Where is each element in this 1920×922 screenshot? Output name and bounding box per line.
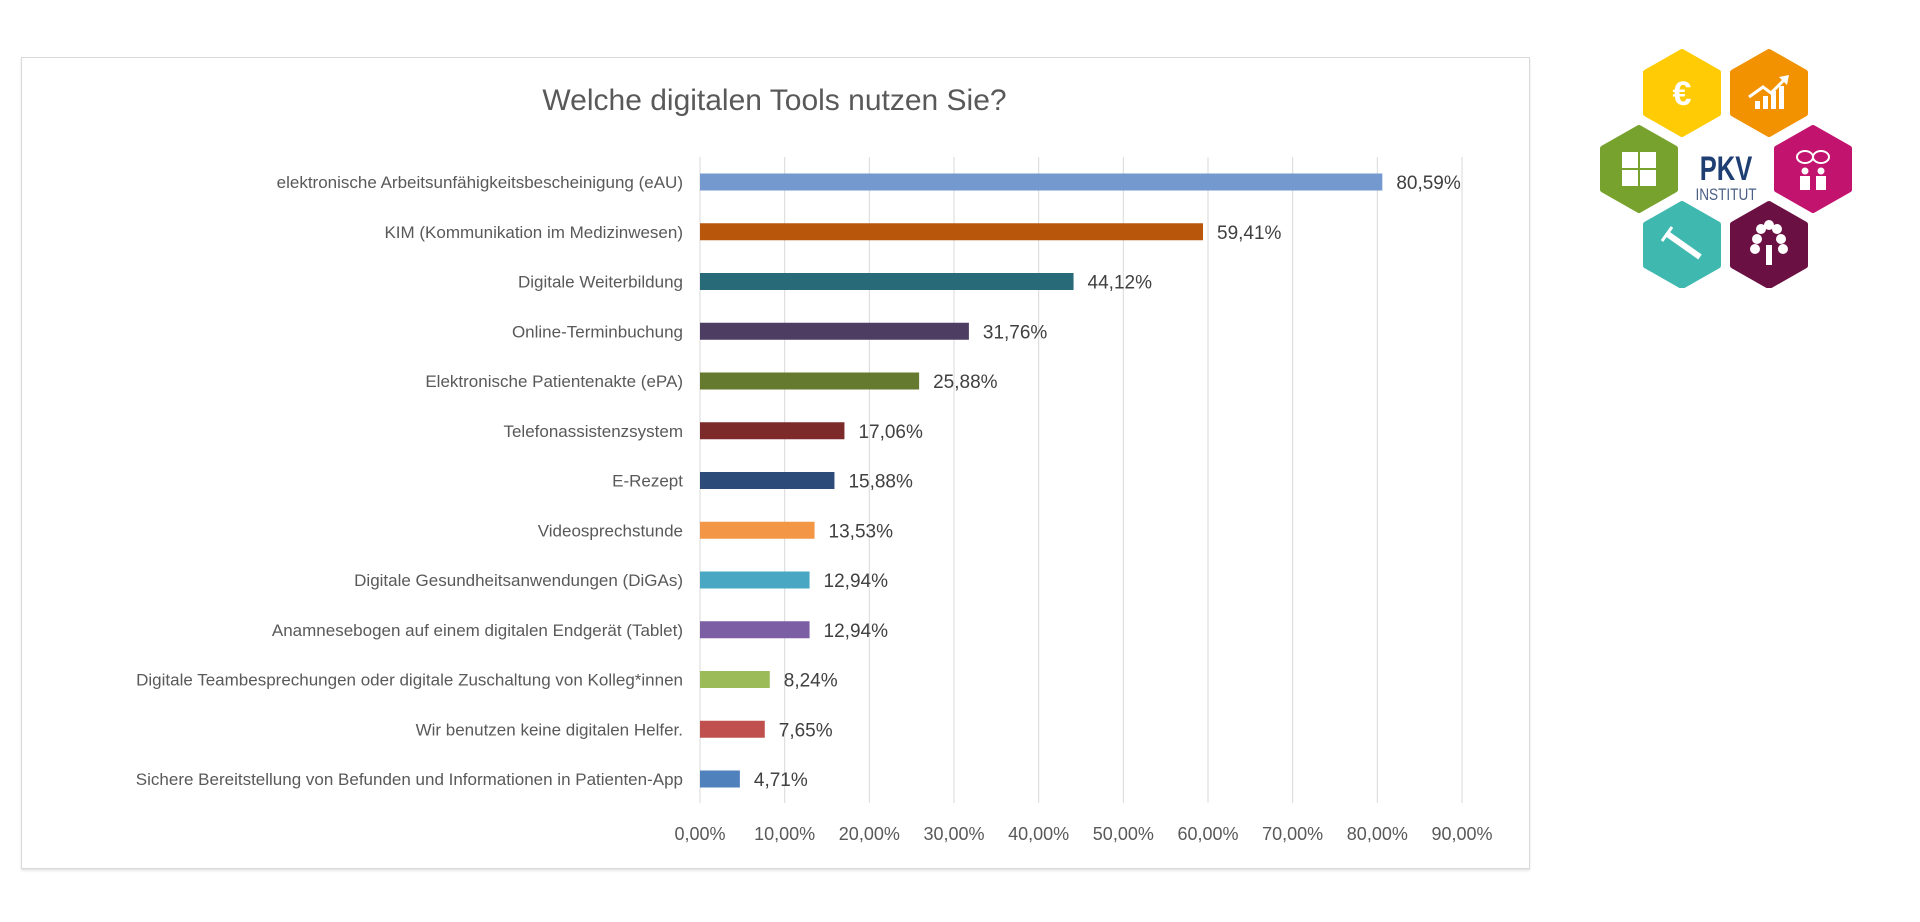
chart-area xyxy=(21,57,1530,869)
bar xyxy=(700,571,810,589)
bar xyxy=(700,671,770,688)
x-tick-label: 10,00% xyxy=(754,824,815,844)
data-label: 7,65% xyxy=(779,720,833,741)
data-label: 8,24% xyxy=(784,671,838,692)
category-label: elektronische Arbeitsunfähigkeitsbeschei… xyxy=(277,173,683,192)
category-label: E-Rezept xyxy=(612,472,683,491)
leaf xyxy=(1776,234,1786,244)
logo-text: PKV xyxy=(1700,151,1752,188)
data-label: 15,88% xyxy=(848,472,913,493)
bar xyxy=(700,472,835,489)
x-tick-label: 70,00% xyxy=(1262,824,1323,844)
x-tick-label: 90,00% xyxy=(1431,824,1492,844)
speech-bubble xyxy=(1812,150,1830,164)
syringe-body xyxy=(1664,230,1702,260)
chart-bar xyxy=(1755,101,1760,109)
category-label: KIM (Kommunikation im Medizinwesen) xyxy=(384,223,683,242)
bar xyxy=(700,521,815,539)
category-label: Digitale Weiterbildung xyxy=(518,273,683,292)
category-label: Elektronische Patientenakte (ePA) xyxy=(425,372,683,391)
category-label: Wir benutzen keine digitalen Helfer. xyxy=(416,720,683,739)
category-label: Anamnesebogen auf einem digitalen Endger… xyxy=(272,621,683,640)
bar xyxy=(700,372,920,390)
tree-icon xyxy=(1750,220,1788,265)
head xyxy=(1801,167,1809,175)
bar xyxy=(700,173,1383,191)
body xyxy=(1816,176,1826,190)
euro-glyph: € xyxy=(1673,75,1692,113)
x-tick-label: 30,00% xyxy=(923,824,984,844)
x-tick-label: 60,00% xyxy=(1177,824,1238,844)
category-label: Digitale Gesundheitsanwendungen (DiGAs) xyxy=(354,571,683,590)
bar xyxy=(700,770,740,788)
category-label: Videosprechstunde xyxy=(538,521,683,540)
logo-subtext: INSTITUT xyxy=(1695,186,1757,205)
hexagon xyxy=(1774,125,1852,213)
chart-bar xyxy=(1763,96,1768,109)
x-tick-label: 80,00% xyxy=(1347,824,1408,844)
chart-title: Welche digitalen Tools nutzen Sie? xyxy=(542,84,1007,117)
x-tick-label: 40,00% xyxy=(1008,824,1069,844)
bar xyxy=(700,720,765,738)
hexagon xyxy=(1643,49,1721,137)
tree-hexagon xyxy=(1730,201,1808,288)
data-label: 44,12% xyxy=(1088,273,1153,294)
leaf xyxy=(1750,244,1760,254)
syringe-icon xyxy=(1660,226,1702,260)
bar xyxy=(700,621,810,639)
head xyxy=(1817,167,1825,175)
data-label: 31,76% xyxy=(983,322,1048,343)
data-label: 25,88% xyxy=(933,372,998,393)
puzzle-icon xyxy=(1622,152,1656,186)
leaf xyxy=(1756,224,1766,234)
leaf xyxy=(1752,234,1762,244)
category-label: Telefonassistenzsystem xyxy=(503,422,683,441)
chart-bar xyxy=(1771,91,1776,109)
bar xyxy=(700,223,1204,241)
category-label: Online-Terminbuchung xyxy=(512,322,683,341)
trunk xyxy=(1766,245,1772,265)
data-label: 13,53% xyxy=(829,521,894,542)
data-label: 17,06% xyxy=(858,422,923,443)
data-label: 80,59% xyxy=(1396,173,1461,194)
chart-bar xyxy=(1779,86,1784,109)
puzzle-hexagon xyxy=(1600,125,1678,213)
data-label: 12,94% xyxy=(824,621,889,642)
syringe-hexagon xyxy=(1643,201,1721,288)
leaf xyxy=(1764,220,1774,230)
people-talking-icon xyxy=(1796,150,1830,190)
syringe-plunger xyxy=(1660,226,1674,242)
x-tick-label: 50,00% xyxy=(1093,824,1154,844)
category-label: Sichere Bereitstellung von Befunden und … xyxy=(136,770,683,789)
leaf xyxy=(1772,224,1782,234)
growth-chart-hexagon xyxy=(1730,49,1808,137)
x-tick-label: 0,00% xyxy=(674,824,725,844)
body xyxy=(1800,176,1810,190)
people-talking-hexagon xyxy=(1774,125,1852,213)
data-label: 12,94% xyxy=(824,571,889,592)
bar xyxy=(700,422,845,440)
data-label: 59,41% xyxy=(1217,223,1282,244)
data-label: 4,71% xyxy=(754,770,808,791)
bar xyxy=(700,273,1074,290)
euro-hexagon: € xyxy=(1643,49,1721,137)
growth-chart-icon xyxy=(1748,75,1789,109)
leaf xyxy=(1778,244,1788,254)
bar xyxy=(700,322,969,340)
euro-icon: € xyxy=(1673,75,1692,113)
x-tick-label: 20,00% xyxy=(839,824,900,844)
trend-line xyxy=(1748,77,1787,99)
arrow-head xyxy=(1779,75,1789,85)
category-label: Digitale Teambesprechungen oder digitale… xyxy=(136,671,683,690)
